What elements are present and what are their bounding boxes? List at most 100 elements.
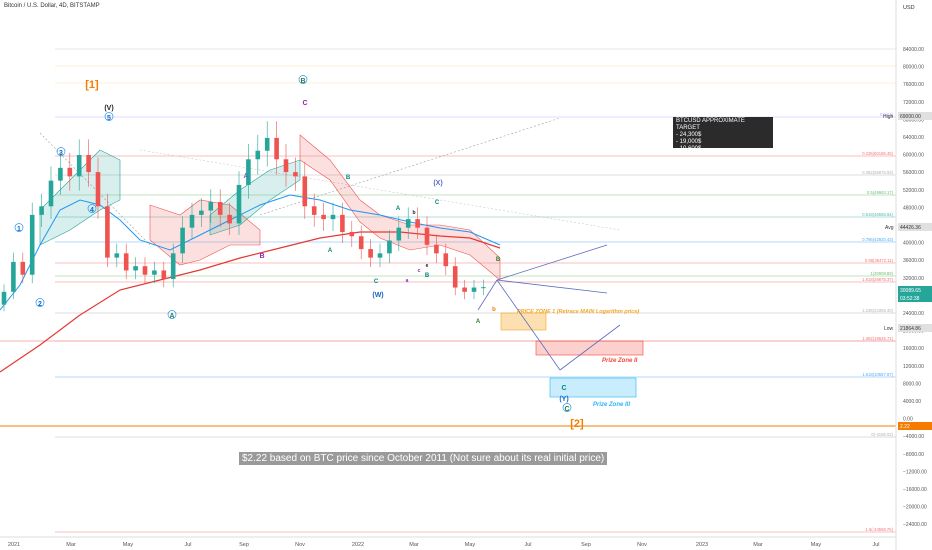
price-tick: 8000.00	[903, 381, 921, 387]
wave-label: B	[496, 257, 501, 263]
candle-body	[105, 206, 110, 258]
target-line-1: - 24,300$	[676, 132, 702, 138]
initial-price-note: $2.22 based on BTC price since October 2…	[239, 452, 608, 465]
wave-label: B	[346, 175, 351, 181]
time-axis: 2021 Mar May Jul Sep Nov 2022 Mar May Jul Sep Nov 20…	[0, 536, 896, 548]
candle-body	[20, 261, 26, 275]
low-label: Low	[884, 326, 894, 332]
wave-label: A	[169, 313, 174, 320]
high-value-bg	[898, 112, 932, 120]
candle-body	[142, 266, 148, 275]
candle-body	[86, 155, 91, 173]
wave-label: [1]	[85, 79, 99, 91]
candle-body	[217, 202, 223, 215]
target-zones: PRICE ZONE 1 (Retrace MAIN Logarithm pri…	[477, 244, 644, 408]
candle-body	[114, 253, 120, 258]
fib-label: 1.618(28875.37)	[862, 277, 893, 282]
wave-circle	[298, 75, 308, 84]
wave-label: B	[259, 253, 264, 260]
candle-body	[321, 214, 326, 220]
target-title: BTCUSD APPROXIMATE TARGET	[676, 118, 745, 131]
candle-body	[452, 266, 458, 288]
candle-body	[48, 180, 54, 207]
fib-label: 1(30908.89)	[870, 271, 893, 276]
fib-label: 1.382(19625.71)	[862, 336, 893, 341]
price-tick: 56000.00	[903, 170, 924, 176]
high-label: High	[883, 114, 894, 120]
candle-body	[58, 167, 63, 181]
current-price-bg	[898, 286, 932, 294]
fib-label: 0.618(46566.84)	[862, 212, 893, 217]
wave-label: C	[561, 385, 566, 392]
price-tick: 80000.00	[903, 65, 924, 71]
wave-label: 4	[90, 207, 94, 214]
ema-lines	[0, 194, 501, 373]
price-tick: 16000.00	[903, 346, 924, 352]
target-line-2: - 19,000$	[676, 139, 702, 145]
candles	[1, 121, 486, 312]
candle-body	[471, 287, 477, 292]
price-tick: 64000.00	[903, 135, 924, 141]
candle-body	[302, 176, 308, 207]
candle-body	[236, 184, 242, 224]
time-tick: Sep	[239, 542, 249, 548]
projection-arrow	[477, 279, 498, 311]
candle-body	[415, 219, 420, 228]
wave-circle	[56, 147, 66, 156]
candle-body	[264, 137, 270, 151]
ema-slow	[0, 231, 501, 373]
zero-marker-bg	[898, 422, 932, 430]
wave-label: a	[406, 278, 409, 284]
candle-body	[349, 231, 355, 237]
price-tick: 32000.00	[903, 276, 924, 282]
fib-label: 0.88(36472.11)	[865, 258, 894, 263]
price-tick: 40000.00	[903, 241, 924, 247]
fib-label: 0.5(49963.17)	[867, 190, 894, 195]
candle-body	[170, 253, 176, 279]
wave-label: A	[476, 319, 481, 325]
wave-label: C	[302, 100, 307, 107]
price-tick: 24000.00	[903, 311, 924, 317]
candle-body	[443, 253, 449, 267]
wave-label: A	[243, 173, 248, 180]
price-tick: 68000.00	[903, 117, 924, 123]
wave-label: C	[435, 200, 440, 206]
candle-body	[95, 172, 101, 207]
fib-label: 0.786(42920.43)	[862, 237, 893, 242]
projection-arrow	[496, 244, 608, 281]
wave-label: B	[300, 78, 305, 85]
fib-lines: 0.5(71) 0.236(60185.45) 0.382(55876.93) 0.5…	[0, 48, 896, 533]
wave-label: A	[328, 248, 333, 254]
wave-labels: [1] [2] (V) 5 3 4 1 2 B A C A B A B C (W) (X) (Y) C C A B Cb ec a…	[14, 75, 584, 430]
wave-label: e	[426, 263, 429, 269]
candle-body	[208, 202, 214, 211]
current-price: 30089.65	[900, 288, 921, 294]
time-tick: May	[465, 542, 476, 548]
candle-body	[462, 287, 467, 292]
candle-body	[161, 270, 167, 279]
projection-arrow	[496, 279, 608, 294]
time-tick: Mar	[66, 542, 76, 548]
candle-body	[377, 253, 383, 258]
candle-body	[227, 214, 232, 224]
time-tick: Mar	[409, 542, 419, 548]
time-tick: Jul	[872, 542, 879, 548]
countdown-bg	[898, 294, 932, 302]
wave-label: A	[396, 206, 401, 212]
axis-currency: USD	[903, 5, 915, 11]
avg-value-bg	[898, 223, 932, 231]
time-tick: Jul	[524, 542, 531, 548]
time-tick: Jul	[184, 542, 191, 548]
wave-label: C	[564, 406, 569, 413]
countdown: 03:52:38	[900, 296, 920, 302]
wave-label: c	[418, 268, 421, 274]
candle-body	[39, 206, 44, 215]
target-line-3: - 10,600$	[676, 146, 702, 152]
fib-label: 1.236(24355.40)	[862, 308, 893, 313]
candle-body	[368, 249, 373, 258]
time-tick: May	[811, 542, 822, 548]
candle-body	[396, 227, 402, 241]
candle-body	[434, 244, 439, 254]
